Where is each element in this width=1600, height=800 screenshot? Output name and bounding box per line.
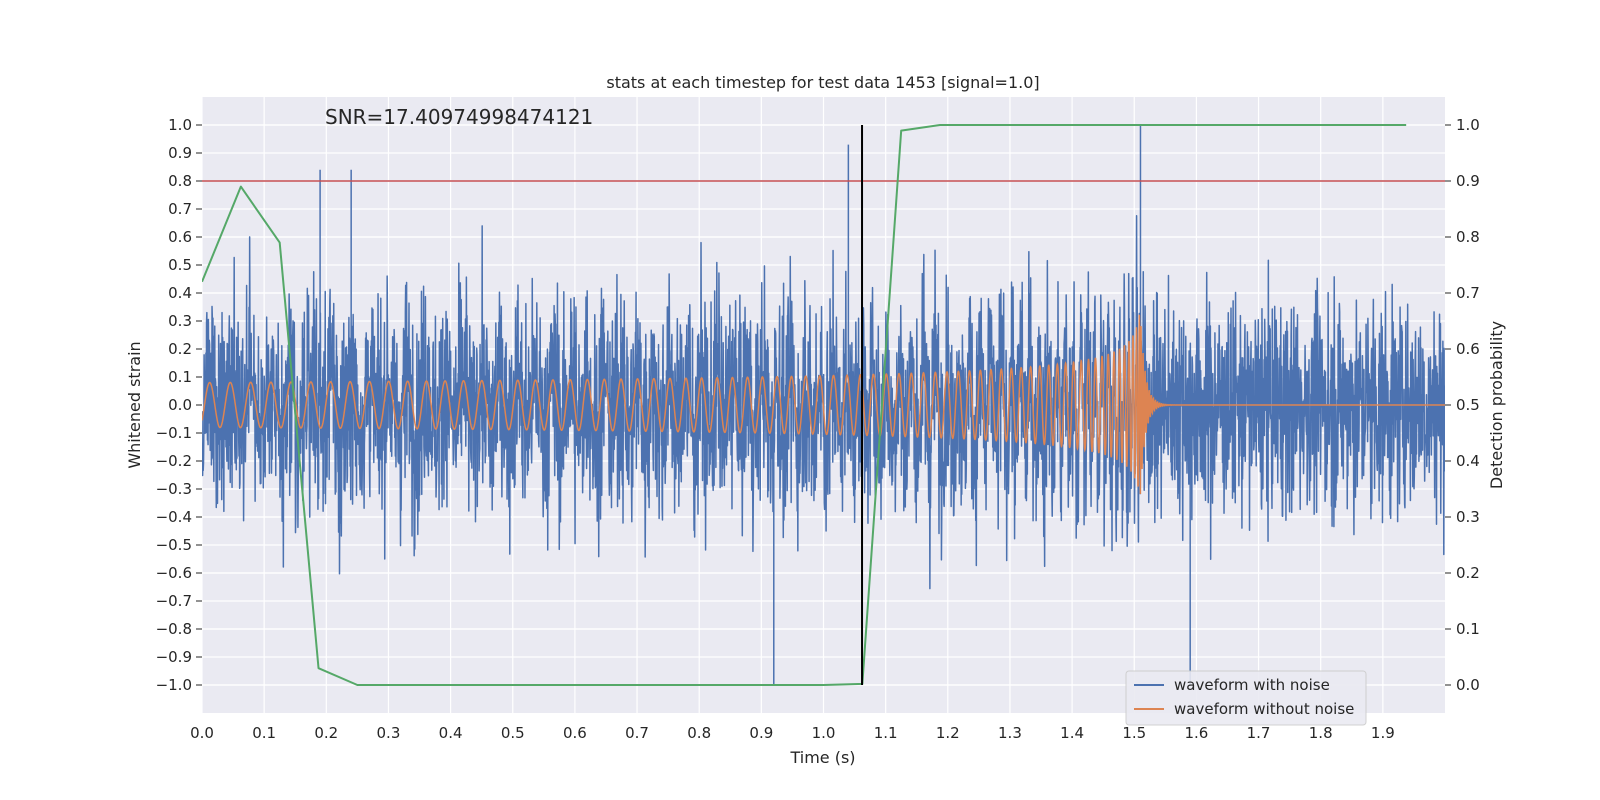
legend-label-clean: waveform without noise xyxy=(1174,700,1354,718)
y-tick-label-left: −0.4 xyxy=(156,508,192,526)
y-tick-label-right: 0.3 xyxy=(1456,508,1480,526)
y-tick-label-left: 0.2 xyxy=(168,340,192,358)
x-tick-label: 0.9 xyxy=(749,724,773,742)
x-tick-label: 1.8 xyxy=(1309,724,1333,742)
y-ticks-right: 1.0 0.9 0.8 0.7 0.6 0.5 0.4 0.3 0.2 0.1 0.0 xyxy=(1445,116,1480,694)
y-tick-label-right: 0.4 xyxy=(1456,452,1480,470)
y-tick-label-right: 0.1 xyxy=(1456,620,1480,638)
y-tick-label-left: −1.0 xyxy=(156,676,192,694)
y-tick-label-left: 0.6 xyxy=(168,228,192,246)
x-tick-label: 1.4 xyxy=(1060,724,1084,742)
x-tick-label: 0.8 xyxy=(687,724,711,742)
x-ticks: 0.0 0.1 0.2 0.3 0.4 0.5 0.6 0.7 0.8 0.9 1.0 1.1 1.2 1… xyxy=(190,724,1395,742)
x-tick-label: 0.5 xyxy=(501,724,525,742)
chart-title: stats at each timestep for test data 145… xyxy=(606,73,1039,92)
x-tick-label: 1.9 xyxy=(1371,724,1395,742)
x-tick-label: 0.6 xyxy=(563,724,587,742)
y-tick-label-left: 0.9 xyxy=(168,144,192,162)
y-tick-label-left: −0.8 xyxy=(156,620,192,638)
y-tick-label-right: 1.0 xyxy=(1456,116,1480,134)
y-tick-label-left: 0.1 xyxy=(168,368,192,386)
x-tick-label: 1.2 xyxy=(936,724,960,742)
y-tick-label-left: 1.0 xyxy=(168,116,192,134)
x-tick-label: 0.0 xyxy=(190,724,214,742)
y-tick-label-right: 0.8 xyxy=(1456,228,1480,246)
y-tick-label-left: −0.6 xyxy=(156,564,192,582)
x-tick-label: 1.1 xyxy=(874,724,898,742)
snr-annotation: SNR=17.40974998474121 xyxy=(325,105,593,129)
x-tick-label: 0.4 xyxy=(439,724,463,742)
y-tick-label-left: −0.7 xyxy=(156,592,192,610)
x-tick-label: 0.3 xyxy=(377,724,401,742)
y-tick-label-right: 0.7 xyxy=(1456,284,1480,302)
y-tick-label-right: 0.0 xyxy=(1456,676,1480,694)
y-tick-label-left: −0.2 xyxy=(156,452,192,470)
y-tick-label-left: 0.5 xyxy=(168,256,192,274)
y-tick-label-left: −0.9 xyxy=(156,648,192,666)
y-ticks-left: 1.0 0.9 0.8 0.7 0.6 0.5 0.4 0.3 0.2 0.1 0.0 −0.1 −0.… xyxy=(156,116,202,694)
x-tick-label: 1.5 xyxy=(1122,724,1146,742)
y-tick-label-left: 0.0 xyxy=(168,396,192,414)
y-tick-label-right: 0.5 xyxy=(1456,396,1480,414)
y-tick-label-left: 0.4 xyxy=(168,284,192,302)
y-tick-label-left: 0.7 xyxy=(168,200,192,218)
series-detection-probability xyxy=(202,124,1407,686)
y-tick-label-left: −0.5 xyxy=(156,536,192,554)
legend-box xyxy=(1125,670,1367,726)
y-tick-label-left: −0.1 xyxy=(156,424,192,442)
y-tick-label-left: 0.8 xyxy=(168,172,192,190)
plot-area xyxy=(202,124,1445,686)
x-tick-label: 0.2 xyxy=(314,724,338,742)
x-tick-label: 1.6 xyxy=(1184,724,1208,742)
y-axis-label-right: Detection probability xyxy=(1487,321,1506,489)
y-axis-label-left: Whitened strain xyxy=(125,341,144,468)
y-tick-label-right: 0.9 xyxy=(1456,172,1480,190)
y-tick-label-left: −0.3 xyxy=(156,480,192,498)
x-tick-label: 0.1 xyxy=(252,724,276,742)
series-waveform-without-noise xyxy=(202,314,1445,495)
x-tick-label: 1.3 xyxy=(998,724,1022,742)
y-tick-label-right: 0.6 xyxy=(1456,340,1480,358)
x-tick-label: 0.7 xyxy=(625,724,649,742)
legend-label-noisy: waveform with noise xyxy=(1174,676,1330,694)
x-axis-label: Time (s) xyxy=(789,748,855,767)
legend: waveform with noise waveform without noi… xyxy=(1125,670,1367,726)
x-tick-label: 1.7 xyxy=(1247,724,1271,742)
x-tick-label: 1.0 xyxy=(812,724,836,742)
y-tick-label-right: 0.2 xyxy=(1456,564,1480,582)
y-tick-label-left: 0.3 xyxy=(168,312,192,330)
